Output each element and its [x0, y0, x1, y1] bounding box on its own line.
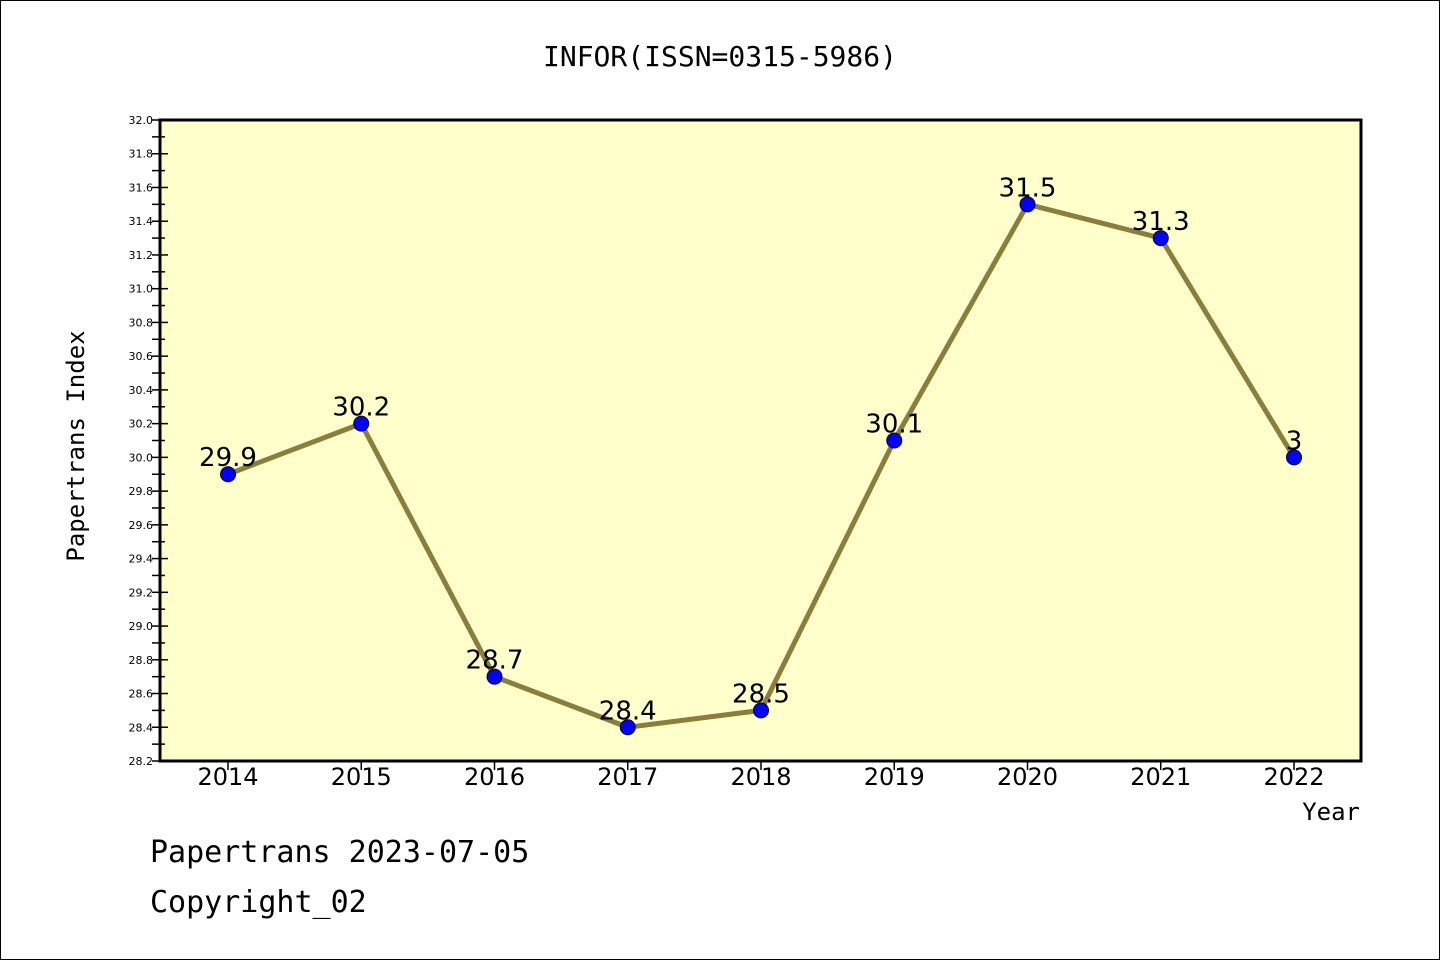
y-tick-label: 28.2 — [129, 755, 154, 768]
y-tick-label: 28.6 — [129, 688, 154, 701]
y-tick-label: 31.0 — [129, 283, 154, 296]
y-tick-label: 30.2 — [129, 418, 154, 431]
y-tick-label: 30.8 — [129, 316, 154, 329]
footer-date: Papertrans 2023-07-05 — [150, 835, 530, 870]
x-tick-label: 2018 — [730, 763, 791, 791]
data-label: 28.5 — [732, 679, 790, 709]
data-label: 30.1 — [865, 410, 923, 440]
data-label: 28.7 — [466, 646, 524, 676]
x-tick-label: 2021 — [1130, 763, 1191, 791]
data-labels: 29.9 30.2 28.7 28.4 28.5 30.1 31.5 31.3 3 — [199, 173, 1302, 726]
y-tick-label: 29.0 — [129, 620, 154, 633]
y-tick-label: 32.0 — [129, 114, 154, 127]
data-point — [353, 415, 370, 432]
data-point — [1019, 196, 1036, 213]
y-tick-label: 29.4 — [129, 553, 154, 566]
plot-border — [158, 118, 1363, 763]
y-tick-label: 30.6 — [129, 350, 154, 363]
x-tick-label: 2017 — [597, 763, 658, 791]
x-tick-label: 2016 — [464, 763, 525, 791]
y-tick-label: 31.2 — [129, 249, 154, 262]
y-tick-label: 31.4 — [129, 215, 154, 228]
x-tick-label: 2022 — [1263, 763, 1324, 791]
y-tick-label: 28.4 — [129, 721, 154, 734]
data-point — [619, 719, 636, 736]
data-label: 31.5 — [999, 173, 1057, 203]
data-markers — [220, 196, 1302, 736]
x-tick-label: 2014 — [197, 763, 258, 791]
plot-area — [160, 120, 1361, 761]
data-point — [220, 466, 236, 483]
x-tick-label: 2015 — [331, 763, 392, 791]
data-point — [753, 702, 769, 719]
data-label: 31.3 — [1132, 207, 1190, 237]
footer-copyright: Copyright_02 — [150, 885, 367, 920]
x-axis-tick-labels: 2014 2015 2016 2017 2018 2019 2020 2021 2022 — [197, 763, 1324, 791]
data-point — [1286, 449, 1302, 466]
y-tick-label: 29.6 — [129, 519, 154, 532]
y-tick-label: 31.8 — [129, 148, 154, 161]
data-point — [486, 668, 503, 685]
y-axis-tick-labels: 28.2 28.4 28.6 28.8 29.0 29.2 29.4 29.6 29.8 30.0… — [129, 114, 154, 768]
data-label: 3 — [1286, 426, 1303, 456]
x-tick-label: 2020 — [997, 763, 1058, 791]
data-point — [1152, 230, 1169, 247]
y-tick-label: 31.6 — [129, 181, 154, 194]
y-tick-label: 30.4 — [129, 384, 154, 397]
x-tick-label: 2019 — [864, 763, 925, 791]
x-axis-label: Year — [1302, 798, 1360, 826]
data-label: 29.9 — [199, 443, 257, 473]
data-label: 28.4 — [599, 696, 657, 726]
data-point — [886, 432, 903, 449]
y-tick-label: 29.2 — [129, 586, 154, 599]
y-tick-label: 29.8 — [129, 485, 154, 498]
y-tick-label: 28.8 — [129, 654, 154, 667]
y-tick-label: 30.0 — [129, 451, 154, 464]
y-axis-label: Papertrans Index — [62, 330, 90, 561]
data-label: 30.2 — [332, 393, 390, 423]
chart-title: INFOR(ISSN=0315-5986) — [543, 40, 897, 73]
